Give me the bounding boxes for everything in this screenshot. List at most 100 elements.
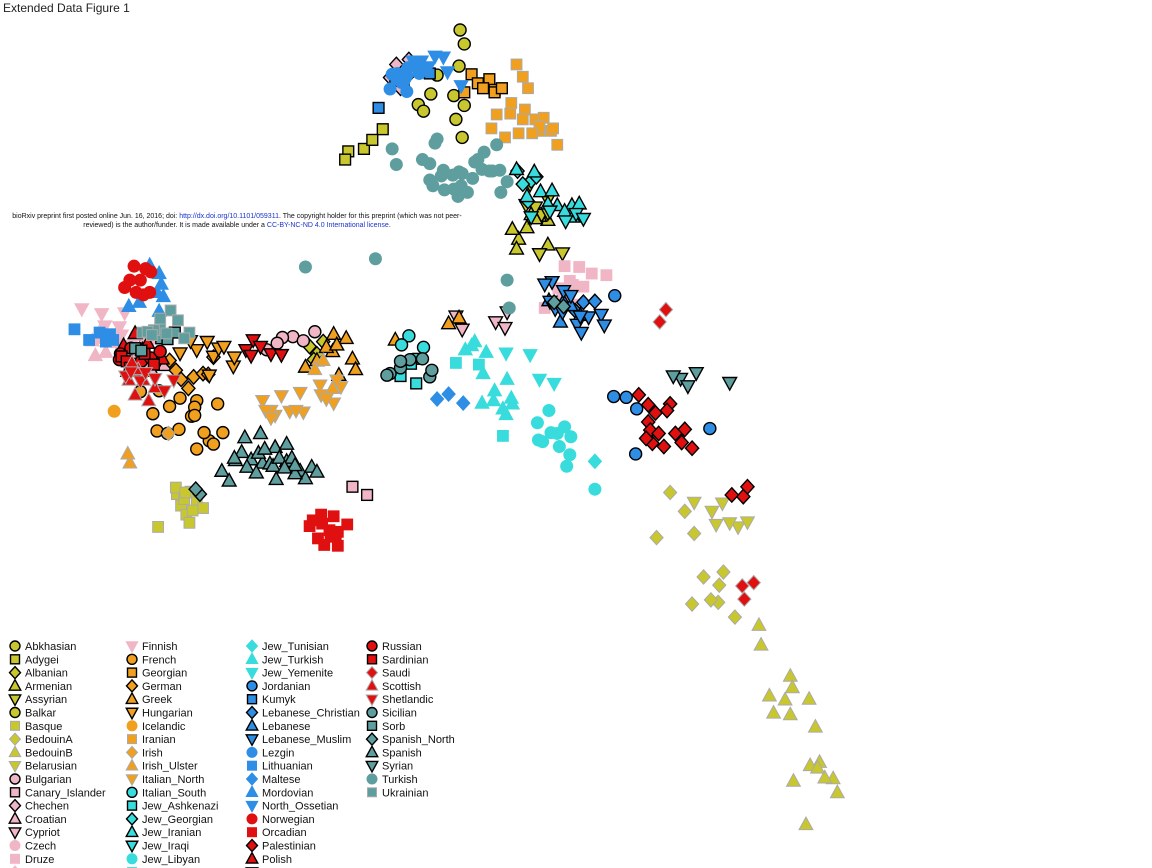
legend-marker-shetlandic: [365, 694, 379, 707]
point-jew-iraqi-3: [575, 212, 592, 228]
point-romanian-2: [252, 340, 269, 356]
doi-link[interactable]: http://dx.doi.org/10.1101/059311: [179, 213, 279, 220]
point-jew-moroccan-2: [473, 358, 485, 371]
point-bedouinb-13: [829, 784, 846, 799]
point-iranian-6: [516, 113, 529, 126]
legend-label-sicilian: Sicilian: [382, 708, 417, 720]
legend-label-syrian: Syrian: [382, 761, 413, 773]
legend-label-spanish-north: Spanish_North: [382, 734, 455, 746]
legend-marker-chechen: [8, 798, 22, 813]
point-jew-libyan-6: [542, 403, 556, 417]
legend-marker-maltese: [245, 772, 259, 786]
point-iranian-4: [518, 103, 531, 116]
legend-marker-canary-islander: [9, 787, 21, 798]
legend-label-adygei: Adygei: [25, 654, 59, 666]
point-iranian-16: [485, 122, 498, 135]
point-canary-islander-0: [346, 480, 359, 493]
point-bedouina-0: [711, 577, 727, 594]
point-jew-ashkenazi-2: [410, 377, 423, 390]
legend-label-mordovian: Mordovian: [262, 787, 313, 799]
point-romanian-4: [262, 348, 280, 363]
legend-marker-kumyk: [246, 694, 258, 705]
point-belarusian-3: [739, 516, 756, 531]
point-druze-4: [558, 260, 571, 273]
point-palestinian-13: [677, 421, 693, 438]
legend-marker-norwegian: [246, 813, 258, 825]
point-spanish-0: [213, 462, 230, 477]
point-bedouinb-15: [785, 772, 802, 787]
point-jew-iranian-1: [508, 160, 525, 176]
point-norwegian-3: [139, 262, 153, 276]
legend-marker-abkhasian: [9, 640, 21, 652]
point-abkhasian-0: [453, 23, 467, 37]
legend-marker-balkar: [9, 706, 21, 719]
legend-label-bulgarian: Bulgarian: [25, 774, 71, 786]
point-orcadian-4: [316, 517, 329, 530]
point-iranian-15: [499, 131, 511, 144]
legend-label-croatian: Croatian: [25, 814, 67, 826]
point-lebanese-muslim-10: [536, 278, 553, 294]
point-jew-turkish-12: [475, 365, 491, 380]
point-druze-6: [600, 269, 613, 282]
point-jew-libyan-4: [558, 420, 572, 434]
point-orcadian-9: [312, 532, 324, 545]
point-turkish-29: [368, 252, 382, 266]
plot-marks: [68, 23, 846, 831]
legend-marker-russian: [366, 640, 378, 652]
legend-label-jew-tunisian: Jew_Tunisian: [262, 641, 329, 653]
point-abkhasian-3: [455, 130, 469, 145]
point-iranian-11: [547, 122, 559, 135]
legend-marker-jew-yemenite: [245, 667, 259, 680]
point-balkar-4: [416, 104, 431, 118]
point-norwegian-6: [118, 280, 132, 294]
point-jew-iranian-4: [543, 181, 561, 197]
point-italian-north-7: [257, 404, 274, 420]
point-iranian-17: [526, 127, 539, 140]
point-french-10: [197, 425, 211, 440]
point-north-ossetian-4: [391, 74, 408, 89]
point-north-ossetian-8: [453, 80, 469, 95]
legend-marker-iranian: [127, 734, 137, 745]
point-lebanese-muslim-3: [562, 289, 579, 305]
point-italian-south-3: [394, 338, 409, 352]
point-turkish-30: [298, 260, 312, 274]
point-spanish-20: [221, 472, 238, 487]
legend-marker-syrian: [365, 760, 379, 774]
point-finnish-3: [111, 321, 128, 336]
point-basque-9: [186, 504, 199, 517]
point-icelandic-0: [107, 404, 121, 418]
point-turkish-19: [490, 138, 504, 152]
point-spanish-27: [256, 440, 273, 455]
point-lithuanian-0: [68, 323, 81, 336]
legend-marker-saudi: [365, 665, 379, 680]
point-turkish-28: [451, 189, 465, 203]
point-irish-ulster-0: [122, 454, 138, 469]
point-jew-turkish-1: [478, 343, 494, 358]
legend-label-jew-ashkenazi: Jew_Ashkenazi: [142, 801, 218, 813]
point-belarusian-6: [686, 496, 702, 511]
point-jew-turkish-8: [504, 395, 521, 410]
point-spanish-23: [226, 449, 243, 464]
legend-marker-hungarian: [125, 707, 139, 721]
point-french-1: [173, 391, 187, 405]
point-italian-north-1: [273, 390, 290, 405]
legend-marker-sardinian: [366, 654, 378, 665]
point-syrian-0: [721, 376, 738, 392]
legend-marker-spanish-north: [365, 732, 379, 747]
legend-marker-finnish: [125, 641, 139, 654]
legend-marker-cypriot: [8, 827, 22, 840]
point-jew-libyan-11: [588, 482, 602, 496]
license-link[interactable]: CC-BY-NC-ND 4.0 International license: [266, 222, 389, 229]
legend-label-saudi: Saudi: [382, 668, 410, 680]
point-shetlandic-5: [156, 385, 173, 400]
point-bedouina-9: [677, 503, 693, 520]
point-jew-iraqi-4: [523, 211, 540, 226]
point-bedouina-8: [649, 529, 664, 546]
point-turkish-1: [389, 157, 403, 171]
legend-label-armenian: Armenian: [25, 681, 72, 693]
legend-label-french: French: [142, 654, 176, 666]
point-basque-5: [197, 502, 209, 514]
point-sicilian-7: [380, 368, 394, 382]
point-bulgarian-3: [308, 325, 322, 339]
point-spanish-14: [252, 424, 269, 440]
